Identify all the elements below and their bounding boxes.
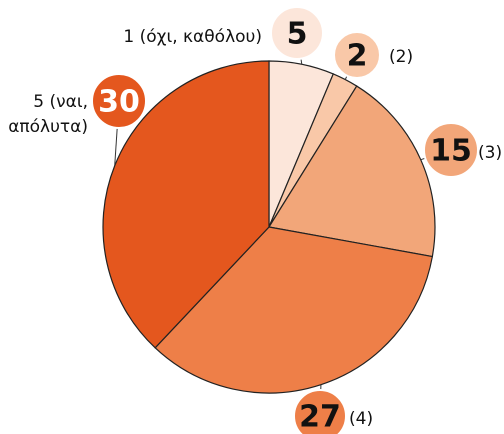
value-label: 5 [287,17,308,52]
pie-slice [154,226,434,394]
value-label: 2 [347,39,368,74]
value-label: 27 [299,400,341,434]
value-bubble [333,31,381,79]
pie-slice [102,60,270,349]
value-label: 15 [430,134,472,169]
value-bubble [270,6,324,60]
value-bubble [423,122,479,178]
value-bubble [293,389,347,434]
category-label: 1 (όχι, καθόλου) [123,27,262,47]
category-label: 5 (ναι, απόλυτα) [8,92,88,137]
leader-line [114,127,118,166]
value-label: 30 [98,85,140,120]
category-label: (4) [349,409,374,429]
pie-slice [268,85,436,258]
value-bubble [91,73,147,129]
category-label: (3) [478,143,503,163]
category-label: (2) [389,47,414,67]
